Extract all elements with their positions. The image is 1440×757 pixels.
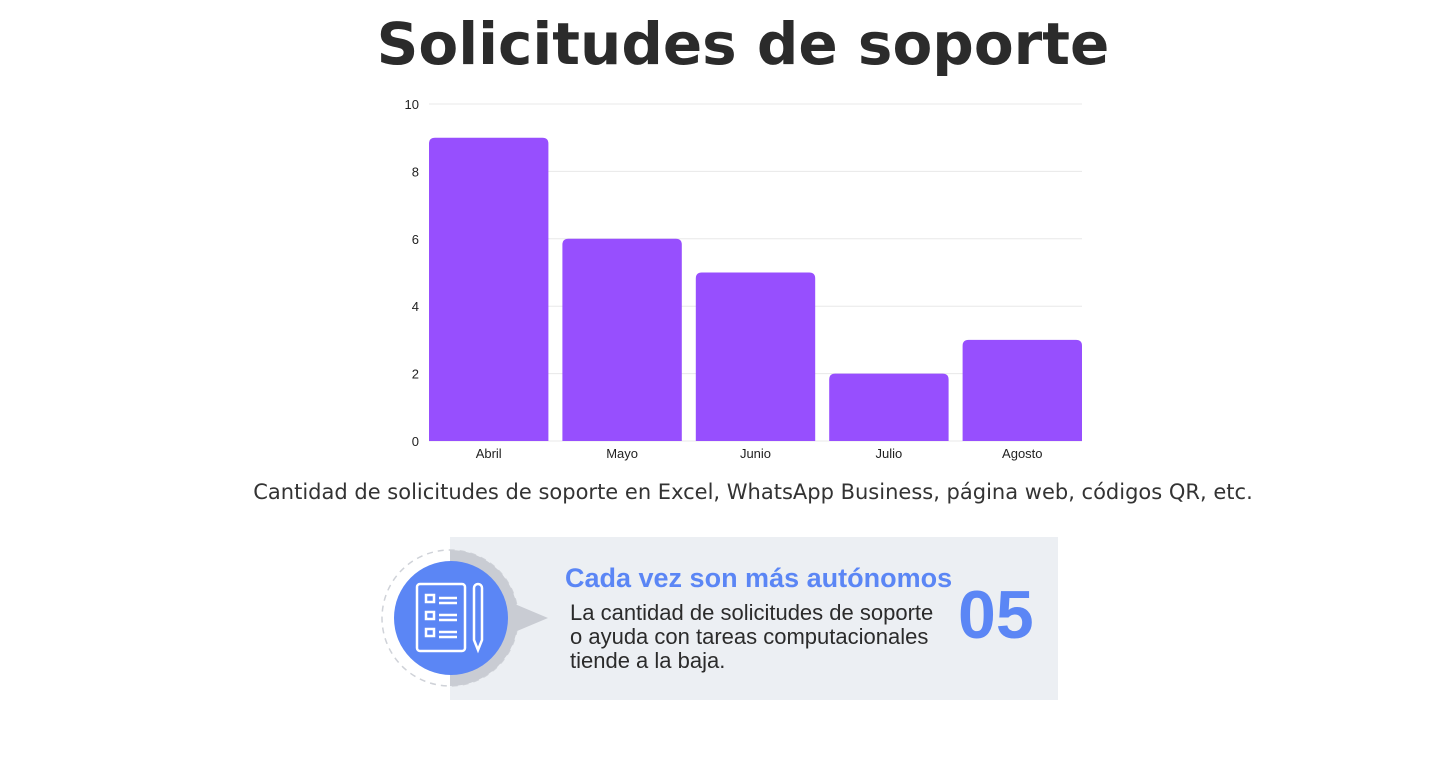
pointer-arrow <box>510 602 548 634</box>
x-tick-label: Mayo <box>606 446 638 461</box>
y-tick-label: 6 <box>412 232 419 247</box>
y-tick-label: 4 <box>412 299 419 314</box>
x-tick-label: Abril <box>476 446 502 461</box>
bar-agosto <box>962 339 1082 441</box>
callout-badge <box>381 549 548 687</box>
y-tick-label: 0 <box>412 434 419 449</box>
icon-circle <box>394 561 508 675</box>
callout-card <box>450 537 1058 700</box>
bar-julio <box>829 373 949 441</box>
bar-junio <box>695 272 816 441</box>
bar-chart: 0 2 4 6 8 10 Abril Mayo Junio Julio Agosto <box>405 97 1082 461</box>
x-tick-label: Agosto <box>1002 446 1042 461</box>
callout-number: 05 <box>958 577 1034 653</box>
x-tick-label: Junio <box>740 446 771 461</box>
bar-mayo <box>562 238 682 441</box>
y-tick-label: 10 <box>405 97 419 112</box>
callout-heading: Cada vez son más autónomos <box>565 563 953 593</box>
x-tick-label: Julio <box>876 446 903 461</box>
bar-abril <box>429 137 549 441</box>
y-tick-label: 8 <box>412 164 419 179</box>
chart-caption: Cantidad de solicitudes de soporte en Ex… <box>253 480 1253 504</box>
checklist-pencil-icon <box>415 582 484 654</box>
page-title: Solicitudes de soporte <box>376 10 1110 78</box>
callout-body: La cantidad de solicitudes de soporte o … <box>570 600 934 673</box>
y-tick-label: 2 <box>412 367 419 382</box>
